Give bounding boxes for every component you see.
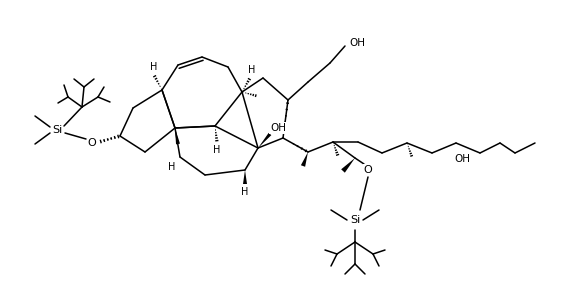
Text: H: H — [248, 65, 256, 75]
Text: Si: Si — [52, 125, 62, 135]
Polygon shape — [175, 128, 180, 144]
Text: OH: OH — [270, 123, 286, 133]
Text: H: H — [150, 62, 158, 72]
Polygon shape — [258, 133, 271, 148]
Text: H: H — [241, 187, 249, 197]
Text: OH: OH — [454, 154, 470, 164]
Text: Si: Si — [350, 215, 360, 225]
Polygon shape — [341, 158, 355, 173]
Text: H: H — [168, 162, 176, 172]
Polygon shape — [301, 152, 308, 167]
Text: H: H — [213, 145, 221, 155]
Text: O: O — [364, 165, 372, 175]
Text: O: O — [88, 138, 96, 148]
Text: OH: OH — [349, 38, 365, 48]
Polygon shape — [243, 170, 247, 184]
